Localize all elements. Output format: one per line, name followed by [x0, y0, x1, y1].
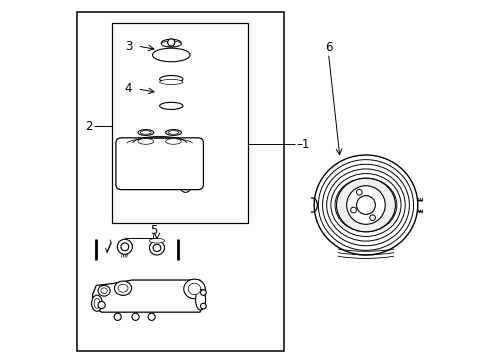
Bar — [77, 12, 283, 351]
Text: 6: 6 — [324, 41, 331, 54]
Ellipse shape — [160, 80, 183, 85]
Text: –1: –1 — [296, 138, 309, 151]
Circle shape — [356, 189, 362, 195]
Ellipse shape — [149, 238, 164, 243]
PathPatch shape — [93, 280, 205, 312]
Circle shape — [167, 39, 175, 46]
Bar — [112, 23, 247, 223]
Ellipse shape — [138, 139, 153, 144]
Ellipse shape — [165, 139, 181, 144]
Ellipse shape — [114, 281, 131, 296]
Ellipse shape — [336, 178, 395, 232]
Ellipse shape — [188, 283, 201, 295]
Ellipse shape — [161, 39, 181, 47]
Circle shape — [114, 313, 121, 320]
FancyBboxPatch shape — [116, 138, 203, 190]
Ellipse shape — [140, 131, 151, 134]
Ellipse shape — [121, 243, 128, 251]
Circle shape — [356, 195, 375, 215]
Circle shape — [98, 301, 105, 309]
Ellipse shape — [334, 178, 396, 232]
Text: 3: 3 — [124, 40, 132, 53]
Ellipse shape — [318, 159, 413, 250]
Ellipse shape — [153, 244, 161, 251]
Ellipse shape — [94, 298, 100, 308]
Circle shape — [346, 186, 385, 224]
Ellipse shape — [330, 174, 400, 237]
Ellipse shape — [160, 102, 183, 109]
Ellipse shape — [118, 284, 128, 292]
Circle shape — [350, 207, 356, 213]
Ellipse shape — [322, 164, 408, 246]
Text: 2: 2 — [85, 120, 93, 133]
Ellipse shape — [152, 48, 190, 62]
Circle shape — [200, 303, 206, 309]
Ellipse shape — [165, 130, 181, 135]
Ellipse shape — [91, 295, 102, 311]
Circle shape — [369, 215, 375, 221]
Ellipse shape — [149, 241, 164, 255]
Ellipse shape — [138, 130, 153, 135]
Ellipse shape — [183, 279, 205, 299]
Circle shape — [148, 313, 155, 320]
Ellipse shape — [195, 289, 205, 310]
Text: 4: 4 — [124, 82, 132, 95]
Ellipse shape — [160, 76, 183, 83]
Ellipse shape — [161, 41, 181, 47]
Ellipse shape — [168, 131, 179, 134]
Text: 5: 5 — [149, 224, 157, 237]
Ellipse shape — [98, 285, 110, 296]
Circle shape — [200, 290, 206, 296]
Ellipse shape — [313, 155, 417, 255]
Circle shape — [132, 313, 139, 320]
Ellipse shape — [117, 239, 132, 254]
Ellipse shape — [326, 169, 405, 241]
Ellipse shape — [101, 288, 107, 294]
